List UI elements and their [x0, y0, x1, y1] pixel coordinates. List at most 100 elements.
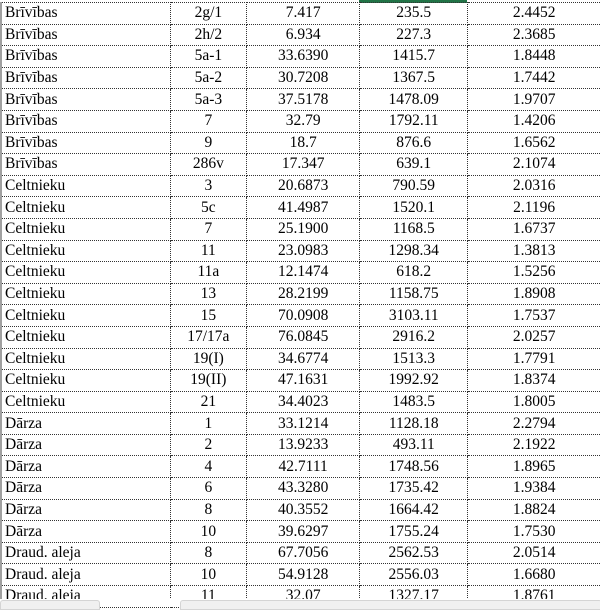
area-cell[interactable]: 43.3280 — [246, 477, 361, 500]
street-cell[interactable]: Brīvības — [2, 88, 171, 111]
ratio-cell[interactable]: 1.6562 — [467, 132, 600, 155]
ratio-cell[interactable]: 1.8965 — [467, 455, 600, 479]
value-cell[interactable]: 2916.2 — [359, 326, 469, 349]
number-cell[interactable]: 4 — [170, 455, 248, 479]
ratio-cell[interactable]: 2.1074 — [467, 153, 600, 176]
value-cell[interactable]: 790.59 — [359, 175, 469, 198]
ratio-cell[interactable]: 2.0316 — [467, 175, 600, 198]
number-cell[interactable]: 2h/2 — [170, 24, 248, 47]
area-cell[interactable]: 18.7 — [246, 132, 361, 155]
area-cell[interactable]: 34.6774 — [246, 348, 361, 371]
ratio-cell[interactable]: 1.8824 — [467, 499, 600, 522]
ratio-cell[interactable]: 1.8908 — [467, 283, 600, 306]
value-cell[interactable]: 1755.24 — [359, 520, 469, 543]
area-cell[interactable]: 30.7208 — [246, 67, 361, 90]
street-cell[interactable]: Brīvības — [2, 132, 171, 155]
area-cell[interactable]: 76.0845 — [246, 326, 361, 349]
street-cell[interactable]: Dārza — [2, 520, 171, 543]
area-cell[interactable]: 20.6873 — [246, 175, 361, 198]
value-cell[interactable]: 1748.56 — [359, 455, 469, 479]
number-cell[interactable]: 5c — [170, 196, 248, 219]
street-cell[interactable]: Draud. aleja — [2, 542, 171, 565]
area-cell[interactable]: 13.9233 — [246, 434, 361, 457]
street-cell[interactable]: Celtnieku — [2, 261, 171, 284]
area-cell[interactable]: 47.1631 — [246, 369, 361, 392]
value-cell[interactable]: 618.2 — [359, 261, 469, 284]
street-cell[interactable]: Celtnieku — [2, 240, 171, 263]
number-cell[interactable]: 5a-3 — [170, 88, 248, 111]
value-cell[interactable]: 1158.75 — [359, 283, 469, 306]
street-cell[interactable]: Celtnieku — [2, 196, 171, 219]
ratio-cell[interactable]: 2.3685 — [467, 24, 600, 47]
ratio-cell[interactable]: 2.4452 — [467, 2, 600, 25]
area-cell[interactable]: 54.9128 — [246, 563, 361, 587]
value-cell[interactable]: 1513.3 — [359, 348, 469, 371]
number-cell[interactable]: 7 — [170, 110, 248, 133]
ratio-cell[interactable]: 1.6737 — [467, 218, 600, 241]
number-cell[interactable]: 1 — [170, 412, 248, 435]
area-cell[interactable]: 7.417 — [246, 2, 361, 25]
value-cell[interactable]: 235.5 — [359, 2, 469, 25]
number-cell[interactable]: 5a-2 — [170, 67, 248, 90]
street-cell[interactable]: Brīvības — [2, 67, 171, 90]
number-cell[interactable]: 10 — [170, 563, 248, 587]
area-cell[interactable]: 41.4987 — [246, 196, 361, 219]
ratio-cell[interactable]: 1.9384 — [467, 477, 600, 500]
street-cell[interactable]: Draud. aleja — [2, 563, 171, 587]
area-cell[interactable]: 40.3552 — [246, 499, 361, 522]
ratio-cell[interactable]: 1.8448 — [467, 45, 600, 68]
number-cell[interactable]: 6 — [170, 477, 248, 500]
area-cell[interactable]: 6.934 — [246, 24, 361, 47]
street-cell[interactable]: Celtnieku — [2, 175, 171, 198]
number-cell[interactable]: 8 — [170, 499, 248, 522]
street-cell[interactable]: Dārza — [2, 412, 171, 435]
value-cell[interactable]: 3103.11 — [359, 304, 469, 327]
area-cell[interactable]: 23.0983 — [246, 240, 361, 263]
street-cell[interactable]: Celtnieku — [2, 391, 171, 414]
ratio-cell[interactable]: 2.1922 — [467, 434, 600, 457]
ratio-cell[interactable]: 2.0514 — [467, 542, 600, 565]
ratio-cell[interactable]: 1.3813 — [467, 240, 600, 263]
street-cell[interactable]: Celtnieku — [2, 304, 171, 327]
area-cell[interactable]: 39.6297 — [246, 520, 361, 543]
area-cell[interactable]: 28.2199 — [246, 283, 361, 306]
number-cell[interactable]: 286v — [170, 153, 248, 176]
value-cell[interactable]: 1168.5 — [359, 218, 469, 241]
ratio-cell[interactable]: 1.6680 — [467, 563, 600, 587]
number-cell[interactable]: 9 — [170, 132, 248, 155]
ratio-cell[interactable]: 1.4206 — [467, 110, 600, 133]
ratio-cell[interactable]: 2.2794 — [467, 412, 600, 435]
number-cell[interactable]: 17/17a — [170, 326, 248, 349]
area-cell[interactable]: 34.4023 — [246, 391, 361, 414]
number-cell[interactable]: 7 — [170, 218, 248, 241]
area-cell[interactable]: 42.7111 — [246, 455, 361, 479]
ratio-cell[interactable]: 2.0257 — [467, 326, 600, 349]
number-cell[interactable]: 10 — [170, 520, 248, 543]
ratio-cell[interactable]: 1.7537 — [467, 304, 600, 327]
number-cell[interactable]: 8 — [170, 542, 248, 565]
ratio-cell[interactable]: 1.9707 — [467, 88, 600, 111]
ratio-cell[interactable]: 1.7791 — [467, 348, 600, 371]
number-cell[interactable]: 5a-1 — [170, 45, 248, 68]
area-cell[interactable]: 70.0908 — [246, 304, 361, 327]
value-cell[interactable]: 227.3 — [359, 24, 469, 47]
street-cell[interactable]: Celtnieku — [2, 326, 171, 349]
street-cell[interactable]: Dārza — [2, 477, 171, 500]
value-cell[interactable]: 1664.42 — [359, 499, 469, 522]
number-cell[interactable]: 19(II) — [170, 369, 248, 392]
street-cell[interactable]: Brīvības — [2, 45, 171, 68]
ratio-cell[interactable]: 1.7442 — [467, 67, 600, 90]
horizontal-scrollbar[interactable] — [180, 600, 600, 610]
area-cell[interactable]: 33.1214 — [246, 412, 361, 435]
street-cell[interactable]: Brīvības — [2, 24, 171, 47]
number-cell[interactable]: 15 — [170, 304, 248, 327]
number-cell[interactable]: 3 — [170, 175, 248, 198]
number-cell[interactable]: 19(I) — [170, 348, 248, 371]
area-cell[interactable]: 32.79 — [246, 110, 361, 133]
street-cell[interactable]: Dārza — [2, 434, 171, 457]
number-cell[interactable]: 11 — [170, 240, 248, 263]
value-cell[interactable]: 1792.11 — [359, 110, 469, 133]
area-cell[interactable]: 33.6390 — [246, 45, 361, 68]
value-cell[interactable]: 1367.5 — [359, 67, 469, 90]
